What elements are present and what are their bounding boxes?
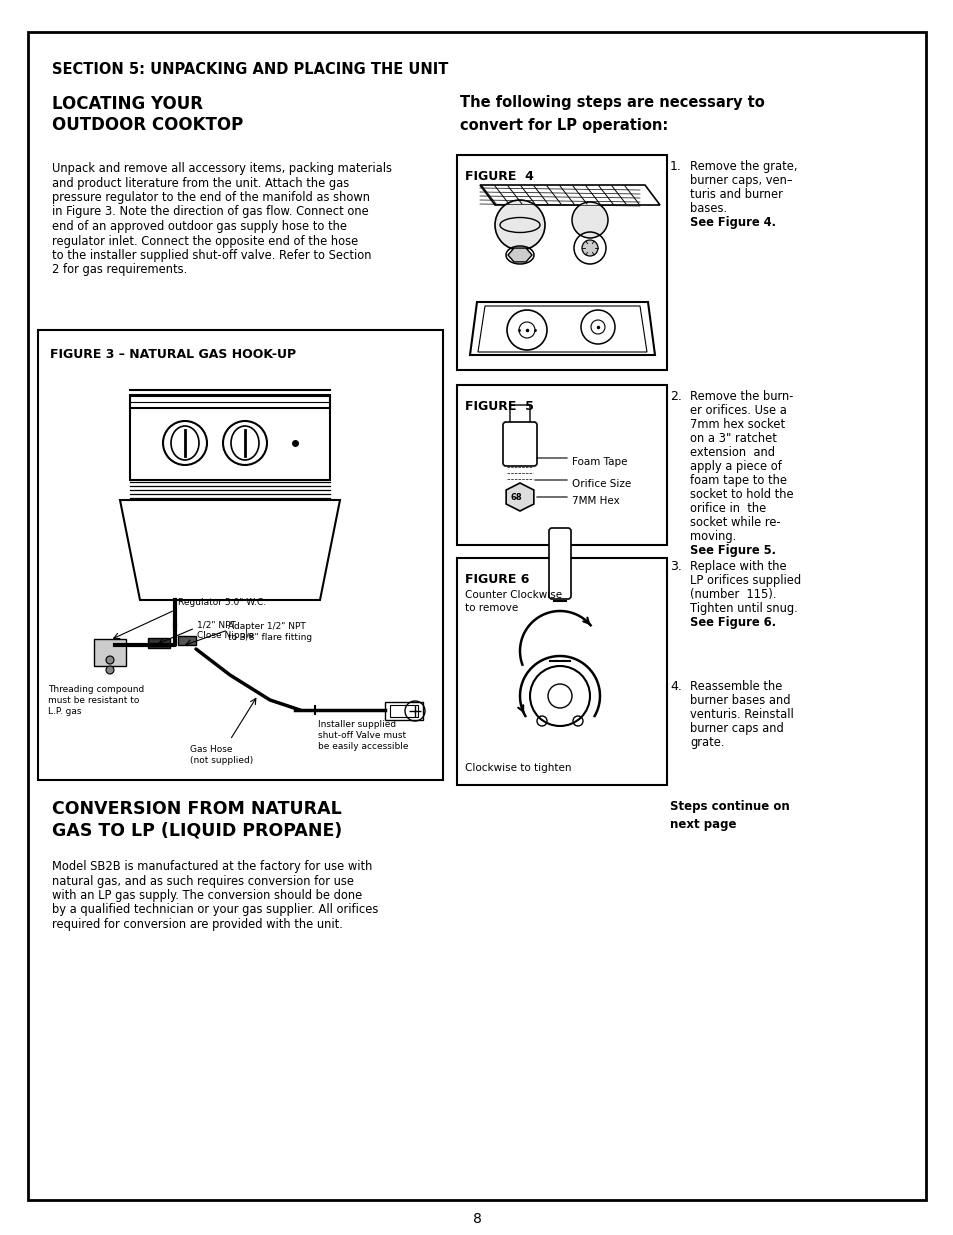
Text: Adapter 1/2" NPT
to 3/8" flare fitting: Adapter 1/2" NPT to 3/8" flare fitting bbox=[228, 622, 312, 642]
Text: FIGURE  4: FIGURE 4 bbox=[464, 170, 534, 183]
Text: 1/2" NPT
Close Nipple: 1/2" NPT Close Nipple bbox=[196, 620, 253, 640]
Text: 68: 68 bbox=[510, 493, 521, 501]
Text: burner caps, ven–: burner caps, ven– bbox=[689, 174, 792, 186]
Text: CONVERSION FROM NATURAL
GAS TO LP (LIQUID PROPANE): CONVERSION FROM NATURAL GAS TO LP (LIQUI… bbox=[52, 800, 342, 840]
Text: Gas Hose
(not supplied): Gas Hose (not supplied) bbox=[190, 745, 253, 766]
Text: Clockwise to tighten: Clockwise to tighten bbox=[464, 763, 571, 773]
Text: pressure regulator to the end of the manifold as shown: pressure regulator to the end of the man… bbox=[52, 191, 370, 204]
Text: 1.: 1. bbox=[669, 161, 681, 173]
Text: burner caps and: burner caps and bbox=[689, 722, 783, 735]
Polygon shape bbox=[470, 303, 655, 354]
Circle shape bbox=[572, 203, 607, 238]
Bar bbox=[38, 330, 442, 781]
Text: 8: 8 bbox=[472, 1212, 481, 1226]
Text: natural gas, and as such requires conversion for use: natural gas, and as such requires conver… bbox=[52, 874, 354, 888]
Circle shape bbox=[581, 240, 598, 256]
Text: turis and burner: turis and burner bbox=[689, 188, 782, 201]
Text: by a qualified technician or your gas supplier. All orifices: by a qualified technician or your gas su… bbox=[52, 904, 378, 916]
Text: 2.: 2. bbox=[669, 390, 681, 403]
Text: venturis. Reinstall: venturis. Reinstall bbox=[689, 708, 793, 721]
FancyBboxPatch shape bbox=[510, 405, 530, 433]
Text: Orifice Size: Orifice Size bbox=[572, 479, 631, 489]
Text: 2 for gas requirements.: 2 for gas requirements. bbox=[52, 263, 187, 277]
Text: 7mm hex socket: 7mm hex socket bbox=[689, 417, 784, 431]
Text: FIGURE 6: FIGURE 6 bbox=[464, 573, 529, 585]
Text: The following steps are necessary to: The following steps are necessary to bbox=[459, 95, 764, 110]
Circle shape bbox=[495, 200, 544, 249]
Text: foam tape to the: foam tape to the bbox=[689, 474, 786, 487]
Text: (number  115).: (number 115). bbox=[689, 588, 776, 601]
Text: burner bases and: burner bases and bbox=[689, 694, 790, 706]
Text: Reassemble the: Reassemble the bbox=[689, 680, 781, 693]
Circle shape bbox=[106, 666, 113, 674]
Text: required for conversion are provided with the unit.: required for conversion are provided wit… bbox=[52, 918, 342, 931]
Text: Remove the burn-: Remove the burn- bbox=[689, 390, 793, 403]
Polygon shape bbox=[506, 483, 534, 511]
Bar bbox=[385, 701, 422, 720]
Text: Steps continue on
next page: Steps continue on next page bbox=[669, 800, 789, 831]
Circle shape bbox=[530, 666, 589, 726]
Text: LP orifices supplied: LP orifices supplied bbox=[689, 574, 801, 587]
Bar bbox=[178, 636, 195, 645]
Text: socket while re-: socket while re- bbox=[689, 516, 780, 529]
Text: Regulator 5.0" W.C.: Regulator 5.0" W.C. bbox=[178, 598, 266, 606]
Text: Installer supplied
shut-off Valve must
be easily accessible: Installer supplied shut-off Valve must b… bbox=[317, 720, 408, 751]
Polygon shape bbox=[479, 185, 659, 205]
FancyBboxPatch shape bbox=[94, 638, 126, 666]
Bar bbox=[456, 156, 666, 370]
Text: apply a piece of: apply a piece of bbox=[689, 459, 781, 473]
Polygon shape bbox=[477, 306, 646, 352]
Text: Replace with the: Replace with the bbox=[689, 559, 786, 573]
Text: regulator inlet. Connect the opposite end of the hose: regulator inlet. Connect the opposite en… bbox=[52, 235, 358, 247]
Text: See Figure 5.: See Figure 5. bbox=[689, 543, 775, 557]
Text: end of an approved outdoor gas supply hose to the: end of an approved outdoor gas supply ho… bbox=[52, 220, 347, 233]
Bar bbox=[456, 558, 666, 785]
Text: 4.: 4. bbox=[669, 680, 681, 693]
Bar bbox=[390, 705, 417, 718]
Text: er orifices. Use a: er orifices. Use a bbox=[689, 404, 786, 417]
Text: bases.: bases. bbox=[689, 203, 726, 215]
Bar bbox=[148, 638, 170, 648]
Text: 3.: 3. bbox=[669, 559, 681, 573]
Circle shape bbox=[106, 656, 113, 664]
Text: Tighten until snug.: Tighten until snug. bbox=[689, 601, 797, 615]
Text: FIGURE 3 – NATURAL GAS HOOK-UP: FIGURE 3 – NATURAL GAS HOOK-UP bbox=[50, 348, 295, 361]
Text: 7MM Hex: 7MM Hex bbox=[572, 496, 619, 506]
FancyBboxPatch shape bbox=[502, 422, 537, 466]
Text: FIGURE  5: FIGURE 5 bbox=[464, 400, 534, 412]
FancyBboxPatch shape bbox=[548, 529, 571, 599]
Text: convert for LP operation:: convert for LP operation: bbox=[459, 119, 667, 133]
Text: Model SB2B is manufactured at the factory for use with: Model SB2B is manufactured at the factor… bbox=[52, 860, 372, 873]
Text: with an LP gas supply. The conversion should be done: with an LP gas supply. The conversion sh… bbox=[52, 889, 362, 902]
Bar bbox=[130, 395, 330, 480]
Bar bbox=[456, 385, 666, 545]
Text: socket to hold the: socket to hold the bbox=[689, 488, 793, 501]
Polygon shape bbox=[120, 500, 339, 600]
Text: Foam Tape: Foam Tape bbox=[572, 457, 627, 467]
Text: on a 3" ratchet: on a 3" ratchet bbox=[689, 432, 776, 445]
Text: in Figure 3. Note the direction of gas flow. Connect one: in Figure 3. Note the direction of gas f… bbox=[52, 205, 369, 219]
Text: See Figure 6.: See Figure 6. bbox=[689, 616, 776, 629]
Ellipse shape bbox=[499, 217, 539, 232]
Polygon shape bbox=[507, 248, 532, 262]
Text: orifice in  the: orifice in the bbox=[689, 501, 765, 515]
Ellipse shape bbox=[171, 426, 199, 459]
Text: Remove the grate,: Remove the grate, bbox=[689, 161, 797, 173]
Text: to the installer supplied shut-off valve. Refer to Section: to the installer supplied shut-off valve… bbox=[52, 249, 371, 262]
Text: and product literature from the unit. Attach the gas: and product literature from the unit. At… bbox=[52, 177, 349, 189]
Ellipse shape bbox=[231, 426, 258, 459]
Text: See Figure 4.: See Figure 4. bbox=[689, 216, 775, 228]
Text: grate.: grate. bbox=[689, 736, 723, 748]
Text: LOCATING YOUR
OUTDOOR COOKTOP: LOCATING YOUR OUTDOOR COOKTOP bbox=[52, 95, 243, 135]
Text: extension  and: extension and bbox=[689, 446, 774, 459]
Text: Unpack and remove all accessory items, packing materials: Unpack and remove all accessory items, p… bbox=[52, 162, 392, 175]
Text: SECTION 5: UNPACKING AND PLACING THE UNIT: SECTION 5: UNPACKING AND PLACING THE UNI… bbox=[52, 62, 448, 77]
Text: Threading compound
must be resistant to
L.P. gas: Threading compound must be resistant to … bbox=[48, 685, 144, 716]
Text: Counter Clockwise
to remove: Counter Clockwise to remove bbox=[464, 590, 561, 614]
Text: moving.: moving. bbox=[689, 530, 736, 543]
